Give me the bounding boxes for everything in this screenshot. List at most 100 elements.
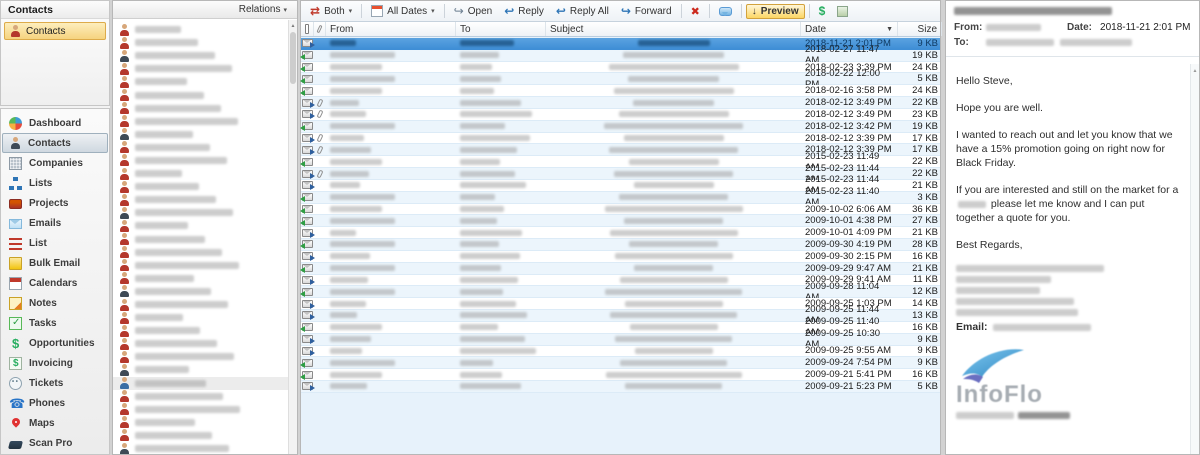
email-row[interactable]: 2018-02-12 3:39 PM 17 KB [301, 133, 940, 145]
comment-button[interactable] [714, 6, 737, 17]
email-row[interactable]: 2009-09-21 5:23 PM 5 KB [301, 381, 940, 393]
sidebar-item-scan-pro[interactable]: Scan Pro [2, 433, 108, 453]
scroll-up-icon[interactable]: ▲ [290, 23, 296, 29]
contact-list-item[interactable] [113, 49, 288, 62]
email-row[interactable]: 2018-02-12 3:39 PM 17 KB [301, 144, 940, 157]
email-row[interactable]: 2009-09-29 9:47 AM 21 KB [300, 263, 940, 275]
sidebar-item-list[interactable]: List [2, 233, 108, 253]
contact-list-item[interactable] [113, 416, 288, 429]
email-row[interactable]: 2015-02-23 11:40 AM 3 KB [300, 186, 940, 208]
contact-list-item[interactable] [113, 180, 288, 193]
contact-list-item[interactable] [113, 390, 288, 403]
sidebar-item-dashboard[interactable]: Dashboard [2, 113, 108, 133]
contact-list-item[interactable] [113, 62, 288, 75]
sidebar-item-phones[interactable]: Phones [2, 393, 108, 413]
contacts-scrollbar[interactable]: ▲ [288, 20, 297, 454]
relations-dropdown[interactable]: Relations ▾ [113, 1, 297, 19]
contact-list-item[interactable] [113, 193, 288, 206]
email-row[interactable]: 2009-09-30 2:15 PM 16 KB [301, 251, 940, 263]
email-row[interactable]: 2009-10-01 4:09 PM 21 KB [301, 227, 940, 240]
email-row[interactable]: 2009-09-30 4:19 PM 28 KB [300, 239, 940, 251]
contact-list-item[interactable] [113, 75, 288, 88]
both-filter-button[interactable]: ⇄ Both ▾ [305, 3, 357, 19]
contact-list-item[interactable] [113, 272, 288, 285]
forward-button[interactable]: ↪ Forward [616, 3, 677, 19]
contact-list-item[interactable] [113, 154, 288, 167]
contact-list-item[interactable] [113, 324, 288, 337]
contact-list-item[interactable] [113, 206, 288, 219]
sidebar-item-projects[interactable]: Projects [2, 193, 108, 213]
email-row[interactable]: 2018-02-12 3:49 PM 23 KB [301, 109, 940, 121]
email-row[interactable]: 2015-02-23 11:44 AM22 KB [301, 163, 940, 185]
email-row[interactable]: 2009-09-24 7:54 PM 9 KB [300, 357, 940, 370]
contact-list-item[interactable] [113, 337, 288, 350]
email-row[interactable]: 2009-09-29 9:41 AM 11 KB [301, 274, 940, 287]
sidebar-item-maps[interactable]: Maps [2, 413, 108, 433]
email-row[interactable]: 2018-02-22 12:00 PM 5 KB [300, 68, 940, 90]
email-row[interactable]: 2009-09-25 9:55 AM 9 KB [301, 345, 940, 358]
archive-button[interactable] [832, 5, 853, 18]
email-row[interactable]: 2018-02-23 3:39 PM 24 KB [300, 62, 940, 74]
email-row[interactable]: 2009-09-25 11:44 AM13 KB [301, 304, 940, 326]
contact-list-item[interactable] [113, 88, 288, 102]
sidebar-item-contacts[interactable]: Contacts [2, 133, 108, 153]
email-row[interactable]: 2009-09-25 11:40 AM16 KB [300, 316, 940, 338]
email-row[interactable]: 2018-02-16 3:58 PM 24 KB [300, 85, 940, 98]
contact-list-item[interactable] [113, 429, 288, 442]
contact-list-item[interactable] [113, 363, 288, 376]
contact-list-item[interactable] [113, 102, 288, 115]
contact-list-item[interactable] [113, 128, 288, 141]
email-row[interactable]: 2015-02-23 11:49 AM22 KB [300, 151, 940, 173]
email-row[interactable]: 2009-09-25 10:30 AM 9 KB [301, 328, 940, 350]
email-row[interactable]: 2018-02-12 3:42 PM 19 KB [300, 121, 940, 133]
sidebar-item-notes[interactable]: Notes [2, 293, 108, 313]
sidebar-item-companies[interactable]: Companies [2, 153, 108, 173]
reply-button[interactable]: ↩ Reply [499, 3, 549, 19]
contact-list-item[interactable] [113, 167, 288, 180]
email-row[interactable]: 2009-10-02 6:06 AM 36 KB [300, 204, 940, 216]
scrollbar-thumb[interactable] [290, 32, 296, 84]
contact-list-item[interactable] [113, 311, 288, 324]
contact-list-item[interactable] [113, 285, 288, 298]
email-row[interactable]: 2009-10-01 4:38 PM 27 KB [300, 215, 940, 228]
contact-list-item[interactable] [113, 36, 288, 49]
contact-list-item[interactable] [113, 442, 288, 454]
subject-column-header[interactable]: Subject [546, 22, 801, 36]
attachment-column-header[interactable] [314, 22, 326, 36]
contact-list-item[interactable] [113, 259, 288, 272]
sidebar-shortcut-contacts[interactable]: Contacts [4, 22, 106, 40]
all-dates-filter-button[interactable]: All Dates ▾ [366, 4, 440, 18]
email-row[interactable]: 2018-02-27 11:47 AM 19 KB [300, 44, 940, 66]
sidebar-item-tickets[interactable]: Tickets [2, 373, 108, 393]
message-type-column-header[interactable] [301, 22, 314, 36]
contact-list-item[interactable] [113, 23, 288, 36]
preview-scrollbar[interactable]: ▲ [1190, 64, 1199, 454]
contact-list-item[interactable] [113, 233, 288, 246]
sidebar-item-opportunities[interactable]: Opportunities [2, 333, 108, 353]
contact-list-item[interactable] [113, 141, 288, 154]
contact-list-item[interactable] [113, 219, 288, 232]
to-column-header[interactable]: To [456, 22, 546, 36]
sidebar-item-emails[interactable]: Emails [2, 213, 108, 233]
sidebar-item-invoicing[interactable]: Invoicing [2, 353, 108, 373]
scroll-up-icon[interactable]: ▲ [1192, 68, 1198, 74]
preview-toggle-button[interactable]: ↓ Preview [745, 3, 805, 19]
contact-list-item[interactable] [113, 403, 288, 416]
reply-all-button[interactable]: ↩ Reply All [551, 3, 614, 19]
size-column-header[interactable]: Size [898, 22, 942, 36]
delete-button[interactable]: ✖ [686, 4, 705, 19]
sidebar-item-tasks[interactable]: Tasks [2, 313, 108, 333]
sidebar-item-bulk-email[interactable]: Bulk Email [2, 253, 108, 273]
email-row[interactable]: 2018-11-21 2:01 PM 9 KB [301, 38, 940, 50]
contact-list-item[interactable] [113, 350, 288, 363]
contact-list-item[interactable] [113, 246, 288, 259]
opportunity-button[interactable]: $ [814, 3, 831, 19]
from-column-header[interactable]: From [326, 22, 456, 36]
email-row[interactable]: 2018-02-12 3:49 PM 22 KB [301, 97, 940, 109]
email-row[interactable]: 2009-09-25 1:03 PM 14 KB [301, 298, 940, 311]
email-row[interactable]: 2009-09-28 11:04 AM 12 KB [300, 281, 940, 303]
date-column-header[interactable]: Date ▼ [801, 22, 898, 36]
sidebar-item-calendars[interactable]: Calendars [2, 273, 108, 293]
contact-list-item[interactable] [113, 115, 288, 128]
